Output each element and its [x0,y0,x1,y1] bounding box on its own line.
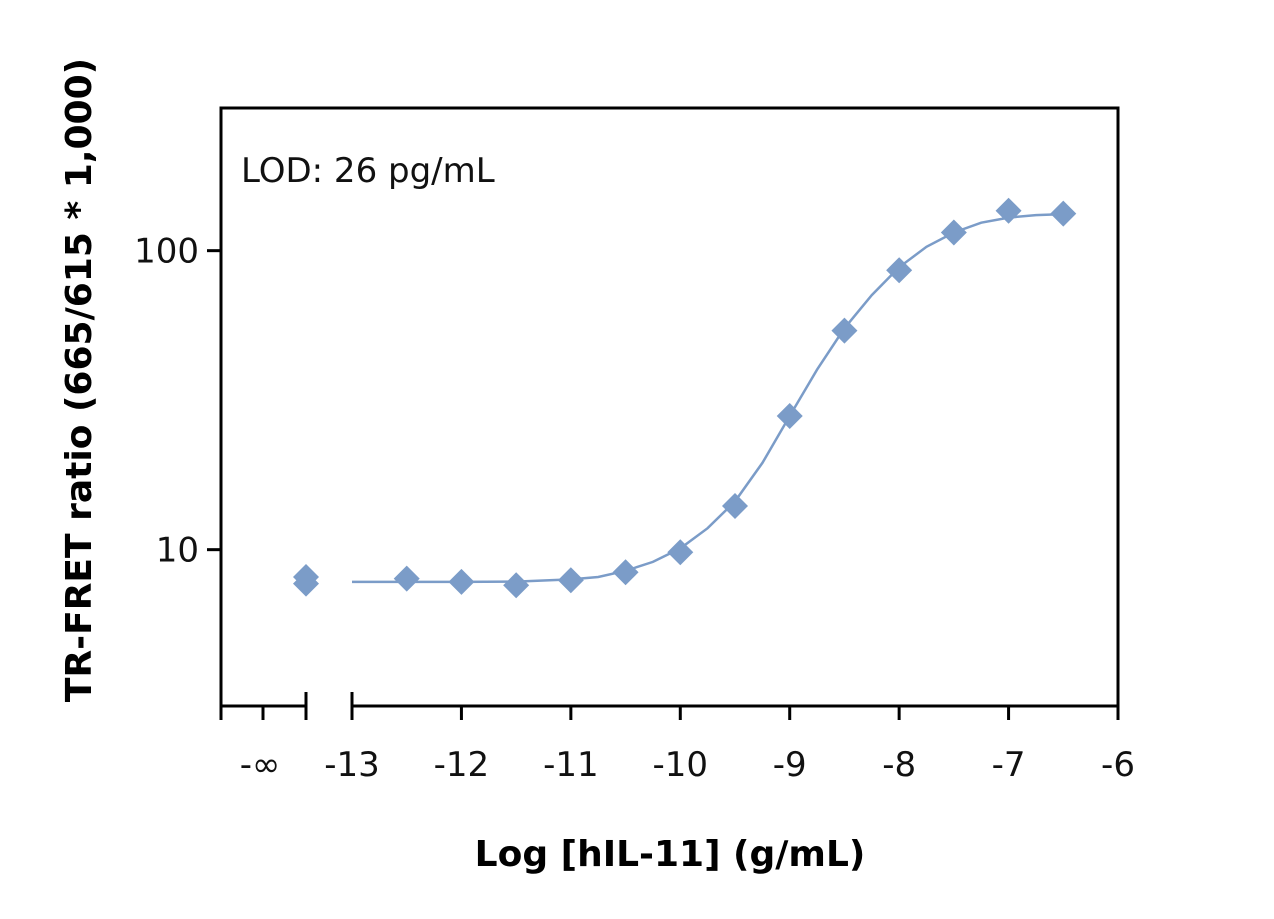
x-tick-label: -9 [773,745,807,785]
data-point [831,317,858,344]
x-tick-label: -12 [434,745,490,785]
y-tick-label: 100 [134,232,199,272]
data-point [1050,200,1077,227]
labels-layer: LOD: 26 pg/mL Log [hIL-11] (g/mL) TR-FRE… [59,58,865,875]
x-tick-label: -7 [992,745,1026,785]
data-point [557,567,584,594]
x-tick-label: -8 [882,745,916,785]
data-point [503,572,530,599]
x-tick-label: -6 [1101,745,1135,785]
data-point [393,565,420,592]
y-tick-label: 10 [156,531,199,571]
data-point [995,197,1022,224]
plot-frame [219,106,1120,706]
fit-curve-layer [352,212,1064,584]
axes: -13 -12 -11 -10 -9 -8 -7 -6 -∞ 10 100 [134,106,1135,785]
fit-curve [352,212,1064,584]
x-tick-label-blank: -∞ [240,745,281,785]
data-point [667,539,694,566]
x-tick-label: -10 [653,745,709,785]
data-point [612,559,639,586]
data-point [940,219,967,246]
x-tick-label: -13 [324,745,380,785]
data-point [776,402,803,429]
blank-data-point [293,570,319,597]
data-point [722,492,748,519]
data-points-layer [293,197,1077,599]
data-point [448,568,475,595]
y-axis-title: TR-FRET ratio (665/615 * 1,000) [59,58,100,702]
x-axis-title: Log [hIL-11] (g/mL) [475,834,866,875]
data-point [886,257,913,284]
x-tick-label: -11 [543,745,599,785]
lod-annotation: LOD: 26 pg/mL [241,151,495,191]
